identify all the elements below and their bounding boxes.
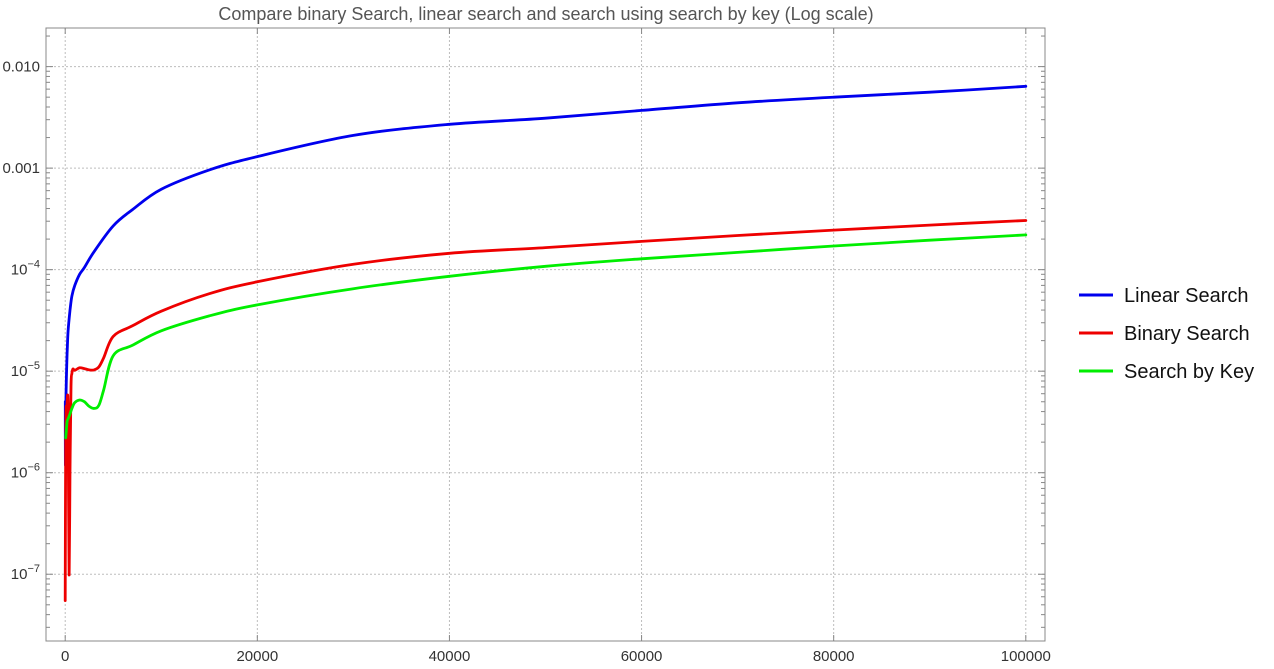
y-tick-base: 10: [11, 465, 28, 482]
legend-item-binary-search: Binary Search: [1079, 323, 1250, 345]
chart-title: Compare binary Search, linear search and…: [218, 4, 873, 24]
x-tick-label: 100000: [1001, 648, 1051, 665]
legend-item-search-by-key: Search by Key: [1079, 361, 1254, 383]
legend-label: Linear Search: [1124, 285, 1249, 307]
legend-label: Search by Key: [1124, 361, 1254, 383]
y-tick-base: 10: [11, 566, 28, 583]
series-line-linear-search: [63, 84, 1028, 467]
x-tick-label: 0: [61, 648, 69, 665]
legend: Linear Search Binary Search Search by Key: [1079, 285, 1254, 383]
y-tick-base: 10: [11, 363, 28, 380]
series-lines: [63, 84, 1028, 602]
series-line-search-by-key: [64, 233, 1028, 440]
y-tick-exponent: −6: [27, 462, 40, 474]
y-tick-label: 0.001: [2, 160, 40, 177]
legend-label: Binary Search: [1124, 323, 1250, 345]
x-tick-label: 60000: [621, 648, 663, 665]
x-tick-label: 40000: [429, 648, 471, 665]
x-axis-ticks: 0 20000 40000 60000 80000 100000: [61, 28, 1051, 665]
y-tick-base: 10: [11, 262, 28, 279]
y-tick-exponent: −7: [27, 563, 40, 575]
grid: [46, 28, 1045, 641]
y-tick-label: 10−6: [11, 462, 40, 482]
y-tick-label: 0.010: [2, 59, 40, 76]
x-tick-label: 80000: [813, 648, 855, 665]
plot-frame: [45, 27, 1046, 642]
legend-item-linear-search: Linear Search: [1079, 285, 1249, 307]
y-tick-label: 10−5: [11, 360, 40, 380]
series-line-binary-search: [63, 219, 1028, 602]
x-tick-label: 20000: [236, 648, 278, 665]
y-tick-exponent: −4: [27, 259, 40, 271]
y-tick-label: 10−7: [11, 563, 40, 583]
y-tick-exponent: −5: [27, 360, 40, 372]
y-tick-label: 10−4: [11, 259, 40, 279]
